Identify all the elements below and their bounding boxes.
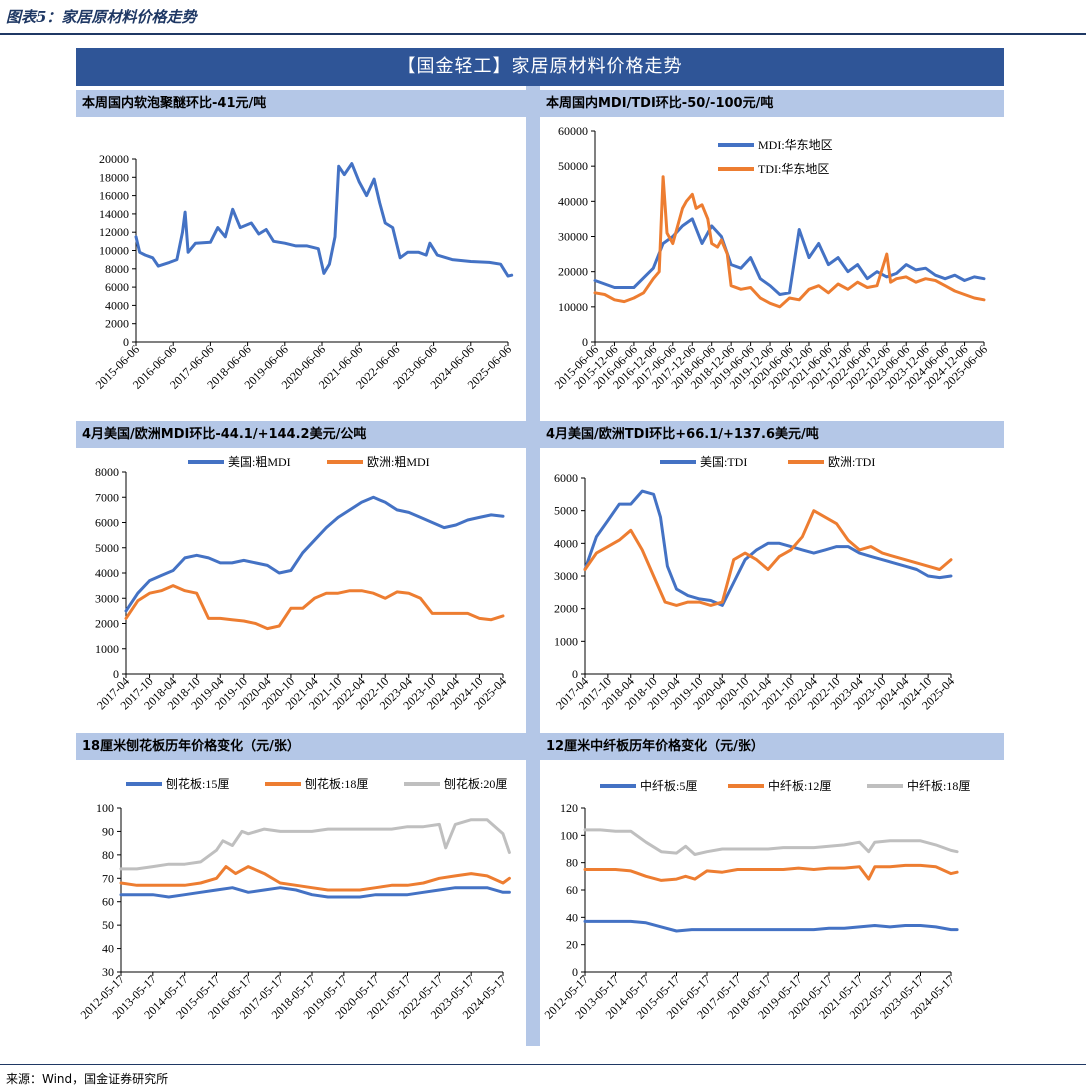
- figure-title: 图表5：家居原材料价格走势: [6, 8, 197, 26]
- y-tick-label: 80: [102, 848, 114, 862]
- panel-title-global-mdi: 4月美国/欧洲MDI环比-44.1/+144.2美元/公吨: [76, 421, 526, 448]
- series-line: [134, 162, 514, 278]
- legend-label: 欧洲:TDI: [828, 455, 875, 469]
- series-line: [583, 509, 953, 607]
- y-tick-label: 5000: [554, 504, 578, 518]
- y-tick-label: 60000: [558, 124, 588, 138]
- y-tick-label: 60: [566, 883, 578, 897]
- y-tick-label: 5000: [95, 541, 119, 555]
- y-tick-label: 7000: [95, 490, 119, 504]
- y-tick-label: 1000: [95, 642, 119, 656]
- bottom-rule: [0, 1064, 1086, 1065]
- y-tick-label: 20000: [99, 152, 129, 166]
- y-tick-label: 10000: [99, 244, 129, 258]
- panel-title-mdi-tdi: 本周国内MDI/TDI环比-50/-100元/吨: [540, 90, 1004, 117]
- legend-label: 刨花板:18厘: [305, 776, 368, 791]
- y-tick-label: 0: [582, 335, 588, 349]
- y-tick-label: 120: [560, 801, 578, 815]
- y-tick-label: 60: [102, 895, 114, 909]
- legend-label: 中纤板:5厘: [640, 778, 697, 793]
- series-line: [124, 495, 505, 613]
- legend-label: 美国:粗MDI: [228, 455, 291, 469]
- y-tick-label: 4000: [95, 566, 119, 580]
- y-tick-label: 6000: [554, 471, 578, 485]
- legend-label: MDI:华东地区: [758, 138, 833, 152]
- series-line: [583, 863, 959, 882]
- legend-label: 中纤板:18厘: [907, 778, 970, 793]
- legend-label: 刨花板:15厘: [166, 776, 229, 791]
- chart-mdi-tdi: 01000020000300004000050000600002015-06-0…: [552, 124, 990, 392]
- legend-label: TDI:华东地区: [758, 162, 829, 176]
- legend-label: 欧洲:粗MDI: [367, 455, 430, 469]
- y-tick-label: 80: [566, 856, 578, 870]
- panel-title-global-tdi: 4月美国/欧洲TDI环比+66.1/+137.6美元/吨: [540, 421, 1004, 448]
- y-tick-label: 4000: [105, 298, 129, 312]
- source-note: 来源：Wind，国金证券研究所: [6, 1072, 169, 1086]
- y-tick-label: 6000: [95, 516, 119, 530]
- y-tick-label: 100: [96, 801, 114, 815]
- y-tick-label: 0: [572, 965, 578, 979]
- y-tick-label: 2000: [554, 602, 578, 616]
- series-line: [583, 489, 953, 607]
- y-tick-label: 2000: [95, 617, 119, 631]
- y-tick-label: 40: [566, 910, 578, 924]
- y-tick-label: 18000: [99, 170, 129, 184]
- y-tick-label: 0: [572, 667, 578, 681]
- y-tick-label: 30: [102, 965, 114, 979]
- panel-title-particleboard: 18厘米刨花板历年价格变化（元/张）: [76, 733, 526, 760]
- series-line: [583, 919, 959, 933]
- legend-label: 刨花板:20厘: [444, 776, 507, 791]
- y-tick-label: 6000: [105, 280, 129, 294]
- y-tick-label: 40: [102, 942, 114, 956]
- y-tick-label: 3000: [554, 569, 578, 583]
- y-tick-label: 50: [102, 918, 114, 932]
- series-line: [583, 828, 959, 856]
- chart-polyether: 0 2000 4000 6000 8000 10000 12000 14000 16000 180…: [93, 152, 514, 392]
- center-divider: [526, 86, 540, 1046]
- series-line: [593, 217, 986, 296]
- top-rule: [0, 33, 1086, 35]
- y-tick-label: 90: [102, 824, 114, 838]
- y-tick-label: 12000: [99, 225, 129, 239]
- y-tick-label: 0: [113, 667, 119, 681]
- y-tick-label: 50000: [558, 159, 588, 173]
- y-tick-label: 8000: [95, 465, 119, 479]
- y-tick-label: 1000: [554, 634, 578, 648]
- y-tick-label: 100: [560, 828, 578, 842]
- y-tick-label: 3000: [95, 591, 119, 605]
- y-tick-label: 8000: [105, 262, 129, 276]
- y-tick-label: 20: [566, 938, 578, 952]
- y-tick-label: 16000: [99, 189, 129, 203]
- chart-particleboard: 304050607080901002012-05-172013-05-17201…: [78, 776, 511, 1022]
- y-tick-label: 20000: [558, 265, 588, 279]
- y-tick-label: 14000: [99, 207, 129, 221]
- y-tick-label: 10000: [558, 300, 588, 314]
- series-line: [119, 886, 511, 899]
- series-line: [119, 818, 511, 871]
- chart-global-mdi: 0100020003000400050006000700080002017-04…: [94, 455, 509, 712]
- legend-label: 中纤板:12厘: [768, 778, 831, 793]
- y-tick-label: 70: [102, 871, 114, 885]
- panel-title-mdf: 12厘米中纤板历年价格变化（元/张）: [540, 733, 1004, 760]
- series-line: [593, 175, 986, 309]
- y-tick-label: 40000: [558, 194, 588, 208]
- chart-global-tdi: 01000200030004000500060002017-042017-102…: [553, 455, 957, 712]
- series-line: [124, 584, 505, 631]
- panel-title-polyether: 本周国内软泡聚醚环比-41元/吨: [76, 90, 526, 117]
- legend-label: 美国:TDI: [700, 455, 747, 469]
- chart-mdf: 0204060801001202012-05-172013-05-172014-…: [542, 778, 971, 1022]
- y-tick-label: 30000: [558, 230, 588, 244]
- y-tick-label: 2000: [105, 317, 129, 331]
- y-tick-label: 4000: [554, 536, 578, 550]
- y-tick-label: 0: [123, 335, 129, 349]
- series-line: [119, 865, 511, 892]
- banner-title: 【国金轻工】家居原材料价格走势: [76, 48, 1004, 86]
